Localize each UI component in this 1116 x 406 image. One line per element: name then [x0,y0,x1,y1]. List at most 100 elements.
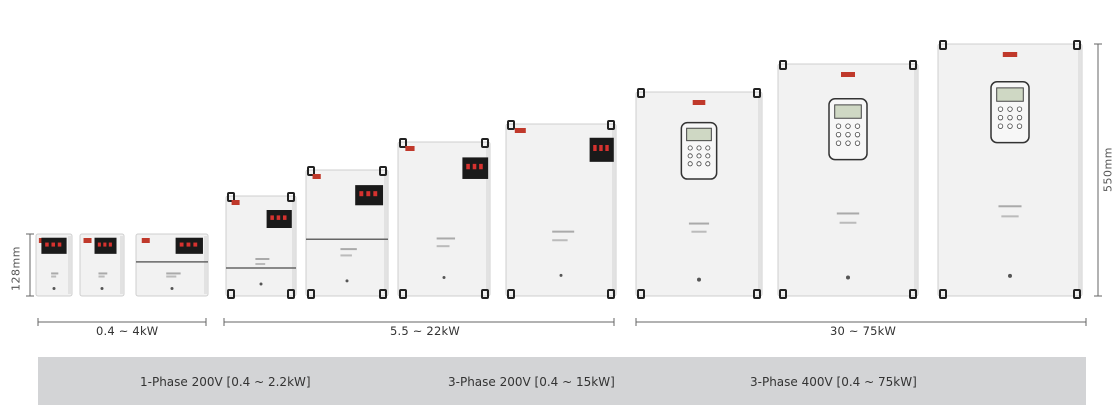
keypad-button [705,145,711,151]
keypad-button [997,114,1004,121]
spec-bar: 1-Phase 200V [0.4 ~ 2.2kW] 3-Phase 200V … [38,357,1086,405]
brand-badge [405,146,415,151]
status-dot [345,279,349,283]
status-dot [259,282,263,286]
mounting-hole [287,192,295,202]
brand-badge [141,238,150,243]
mounting-hole [307,289,315,299]
keypad-button [854,131,861,138]
keypad-lcd [834,104,862,119]
keypad-button [854,123,861,129]
brand-badge [1002,52,1018,57]
brand-badge [83,238,92,243]
mounting-hole [939,289,947,299]
mounting-hole [779,60,787,70]
mounting-hole [399,138,407,148]
mounting-hole [227,192,235,202]
keypad-button [696,145,702,151]
inverter-unit [305,166,389,299]
keypad-button [835,123,842,129]
large-height-label: 550mm [1101,147,1115,192]
inverter-housing [635,91,763,297]
keypad-button [696,161,702,167]
status-dot [100,287,104,291]
keypad-button [705,161,711,167]
brand-badge [841,72,855,77]
inverter-unit [79,233,125,297]
mounting-hole [1073,289,1081,299]
mounting-hole [507,120,515,130]
inverter-unit [777,60,919,299]
mounting-hole [379,166,387,176]
range-label-small: 0.4 ~ 4kW [92,324,163,338]
keypad-button [696,153,702,159]
inverter-unit [635,88,763,299]
mounting-hole [939,40,947,50]
keypad-button [845,140,851,146]
inverter-housing [937,43,1083,297]
mounting-hole [307,166,315,176]
mounting-hole [399,289,407,299]
keypad-button [845,131,851,138]
inverter-unit [35,233,73,297]
mounting-hole [1073,40,1081,50]
keypad-button [687,153,693,159]
mounting-hole [779,289,787,299]
mounting-hole [481,138,489,148]
status-dot [442,276,446,280]
mounting-hole [909,60,917,70]
inverter-housing [397,141,491,297]
inverter-unit [937,40,1083,299]
keypad-lcd [996,87,1024,102]
status-dot [52,287,56,291]
mounting-hole [481,289,489,299]
mounting-hole [753,289,761,299]
range-label-medium: 5.5 ~ 22kW [386,324,464,338]
keypad-button [687,145,693,151]
status-dot [697,277,701,282]
keypad-button [1016,106,1023,112]
keypad-button [1016,123,1023,129]
spec-1-phase-200v: 1-Phase 200V [0.4 ~ 2.2kW] [140,375,311,389]
inverter-unit [505,120,617,299]
keypad-button [854,140,861,146]
mounting-hole [227,289,235,299]
spec-3-phase-400v: 3-Phase 400V [0.4 ~ 75kW] [750,375,917,389]
status-dot [846,275,850,280]
mounting-hole [909,289,917,299]
keypad-button [997,123,1004,129]
mounting-hole [379,289,387,299]
status-dot [559,273,563,277]
keypad-button [687,161,693,167]
brand-badge [692,100,706,105]
brand-badge [312,174,321,179]
brand-badge [231,200,240,205]
inverter-housing [777,63,919,297]
mounting-hole [507,289,515,299]
keypad-button [845,123,851,129]
mounting-hole [637,289,645,299]
keypad-button [1007,123,1013,129]
keypad-button [1016,114,1023,121]
keypad-button [1007,114,1013,121]
spec-3-phase-200v: 3-Phase 200V [0.4 ~ 15kW] [448,375,615,389]
range-label-large: 30 ~ 75kW [826,324,901,338]
brand-badge [514,128,526,133]
keypad-button [1007,106,1013,112]
keypad-button [835,131,842,138]
mounting-hole [607,120,615,130]
inverter-unit [135,233,209,297]
mounting-hole [607,289,615,299]
mounting-hole [753,88,761,98]
keypad-lcd [686,127,712,142]
status-dot [1008,273,1012,278]
keypad-button [835,140,842,146]
keypad-button [997,106,1004,112]
inverter-unit [225,192,297,299]
keypad-button [705,153,711,159]
mounting-hole [637,88,645,98]
inverter-unit [397,138,491,299]
inverter-housing [505,123,617,297]
